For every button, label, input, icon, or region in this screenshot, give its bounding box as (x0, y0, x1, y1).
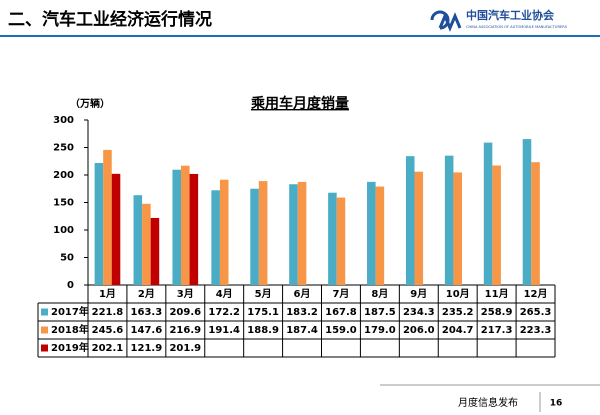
bar (414, 171, 424, 285)
bar (492, 165, 501, 285)
table-cell: 258.9 (481, 307, 513, 318)
x-tick-label: 10月 (446, 288, 470, 300)
table-cell: 216.9 (169, 325, 201, 336)
page-number: 16 (550, 399, 563, 409)
y-tick-label: 300 (53, 115, 74, 126)
bar (375, 186, 385, 285)
x-tick-label: 2月 (138, 288, 155, 300)
slide-title: 二、汽车工业经济运行情况 (8, 9, 212, 30)
x-tick-label: 11月 (485, 288, 509, 300)
logo-mark (430, 10, 462, 32)
x-tick-label: 5月 (255, 288, 272, 300)
table-cell: 191.4 (208, 325, 240, 336)
table-cell: 187.5 (364, 307, 396, 318)
table-cell: 188.9 (247, 325, 279, 336)
bar (405, 156, 415, 285)
table-cell: 217.3 (481, 325, 513, 336)
bar (94, 163, 104, 285)
table-cell: 223.3 (520, 325, 552, 336)
table-cell: 147.6 (131, 325, 163, 336)
table-cell: 159.0 (325, 325, 357, 336)
table-cell: 206.0 (403, 325, 435, 336)
table-cell: 204.7 (442, 325, 474, 336)
bar (336, 197, 346, 285)
table-cell: 209.6 (169, 307, 201, 318)
table-cell: 172.2 (208, 307, 240, 318)
bar (133, 195, 143, 285)
bar (258, 181, 268, 285)
bar (453, 172, 462, 285)
bar (483, 142, 493, 285)
table-cell: 121.9 (131, 343, 163, 354)
x-tick-label: 6月 (294, 288, 311, 300)
table-cell: 221.8 (92, 307, 124, 318)
bar (150, 217, 160, 285)
chart: 0 50 100 150 200 250 300 1月 2月 3月 4月 5月 6月 7月 8月 9月 10月 1… (37, 115, 556, 358)
bar (328, 192, 337, 285)
bar (289, 184, 298, 285)
bar (211, 190, 220, 285)
x-tick-label: 8月 (371, 288, 388, 300)
bar (522, 139, 532, 285)
logo-subtext: CHINA ASSOCIATION OF AUTOMOBILE MANUFACT… (466, 25, 568, 29)
y-tick-label: 150 (53, 198, 74, 209)
bar (103, 149, 112, 285)
legend-swatch (41, 308, 48, 316)
bar (531, 162, 540, 285)
logo-text: 中国汽车工业协会 (466, 8, 555, 22)
y-tick-label: 100 (53, 225, 74, 236)
footer-text: 月度信息发布 (458, 396, 518, 409)
bar (172, 169, 182, 285)
bar (444, 155, 454, 285)
bar (181, 165, 190, 285)
x-tick-label: 12月 (524, 288, 548, 300)
table-cell: 235.2 (442, 307, 474, 318)
table-cell: 202.1 (92, 343, 124, 354)
bar (250, 188, 259, 285)
x-tick-label: 1月 (99, 288, 116, 300)
y-tick-label: 250 (53, 143, 74, 154)
bar (367, 181, 376, 285)
x-tick-label: 7月 (332, 288, 349, 300)
bar (111, 173, 121, 285)
table-cell: 163.3 (131, 307, 163, 318)
x-tick-label: 3月 (177, 288, 194, 300)
table-cell: 175.1 (247, 307, 279, 318)
table-cell: 187.4 (286, 325, 318, 336)
legend-label: 2018年 (51, 323, 89, 336)
table-cell: 183.2 (286, 307, 318, 318)
y-axis-label: （万辆） (70, 97, 110, 110)
y-tick-label: 0 (67, 280, 74, 291)
y-tick-label: 200 (53, 170, 74, 181)
legend-swatch (41, 326, 48, 334)
x-tick-label: 9月 (410, 288, 427, 300)
legend-label: 2017年 (51, 305, 89, 318)
bar (219, 179, 229, 285)
legend-label: 2019年 (51, 341, 89, 354)
table-cell: 265.3 (520, 307, 552, 318)
y-tick-label: 50 (60, 253, 74, 264)
table-cell: 167.8 (325, 307, 357, 318)
x-tick-label: 4月 (216, 288, 233, 300)
bar (297, 181, 307, 285)
legend-swatch (41, 344, 48, 352)
table-cell: 234.3 (403, 307, 435, 318)
table-cell: 201.9 (169, 343, 201, 354)
bar (189, 173, 199, 285)
table-cell: 245.6 (92, 325, 124, 336)
chart-title: 乘用车月度销量 (250, 95, 349, 112)
table-cell: 179.0 (364, 325, 396, 336)
bar (142, 203, 151, 285)
